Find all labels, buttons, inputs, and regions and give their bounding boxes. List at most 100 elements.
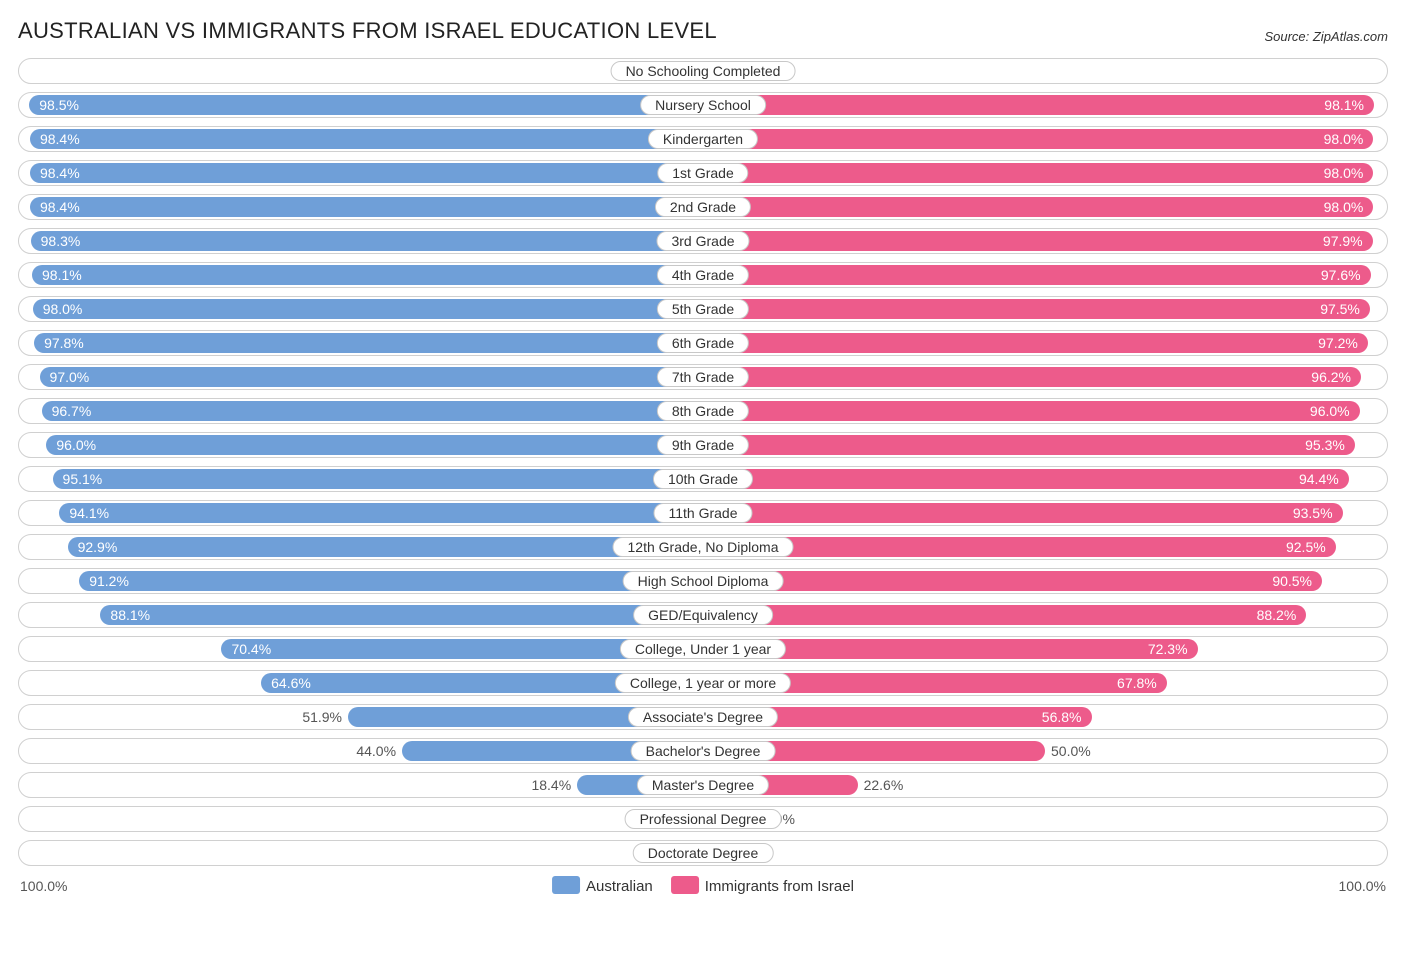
chart-row: 98.0%97.5%5th Grade (18, 296, 1388, 322)
value-right: 90.5% (703, 569, 1322, 593)
chart-row: 5.9%7.9%Professional Degree (18, 806, 1388, 832)
chart-source: Source: ZipAtlas.com (1264, 29, 1388, 44)
value-left: 97.0% (40, 365, 703, 389)
chart-row: 18.4% 22.6% Master's Degree (18, 772, 1388, 798)
value-left: 98.1% (32, 263, 703, 287)
chart-row: 97.8%97.2%6th Grade (18, 330, 1388, 356)
category-label: 2nd Grade (655, 197, 751, 217)
chart-row: 44.0% 50.0% Bachelor's Degree (18, 738, 1388, 764)
chart-row: 98.3%97.9%3rd Grade (18, 228, 1388, 254)
category-label: 8th Grade (657, 401, 749, 421)
value-right: 96.0% (703, 399, 1360, 423)
source-name: ZipAtlas.com (1313, 29, 1388, 44)
chart-row: 88.1%88.2%GED/Equivalency (18, 602, 1388, 628)
category-label: 6th Grade (657, 333, 749, 353)
category-label: Associate's Degree (628, 707, 778, 727)
source-prefix: Source: (1264, 29, 1312, 44)
value-left: 98.3% (31, 229, 703, 253)
chart-row: 51.9%56.8%Associate's Degree (18, 704, 1388, 730)
value-left: 44.0% (356, 739, 402, 763)
value-left: 91.2% (79, 569, 703, 593)
legend: Australian Immigrants from Israel (552, 876, 854, 895)
category-label: 5th Grade (657, 299, 749, 319)
chart-row: 97.0%96.2%7th Grade (18, 364, 1388, 390)
value-right: 97.9% (703, 229, 1373, 253)
category-label: College, Under 1 year (620, 639, 786, 659)
chart-row: 91.2%90.5%High School Diploma (18, 568, 1388, 594)
chart-row: 92.9%92.5%12th Grade, No Diploma (18, 534, 1388, 560)
value-left: 94.1% (59, 501, 703, 525)
value-left: 98.4% (30, 161, 703, 185)
value-right: 97.5% (703, 297, 1370, 321)
legend-item-australian: Australian (552, 876, 653, 895)
category-label: GED/Equivalency (633, 605, 773, 625)
value-right: 96.2% (703, 365, 1361, 389)
value-right: 92.5% (703, 535, 1336, 559)
category-label: 1st Grade (657, 163, 748, 183)
value-left: 18.4% (531, 773, 577, 797)
category-label: 9th Grade (657, 435, 749, 455)
diverging-bar-chart: 1.6%2.0%No Schooling Completed98.5%98.1%… (18, 58, 1388, 866)
category-label: No Schooling Completed (611, 61, 796, 81)
value-left: 92.9% (68, 535, 703, 559)
category-label: College, 1 year or more (615, 673, 791, 693)
category-label: Professional Degree (625, 809, 782, 829)
axis-max-right: 100.0% (1339, 878, 1386, 894)
value-right: 97.2% (703, 331, 1368, 355)
chart-row: 95.1%94.4%10th Grade (18, 466, 1388, 492)
chart-header: AUSTRALIAN VS IMMIGRANTS FROM ISRAEL EDU… (18, 18, 1388, 44)
category-label: Nursery School (640, 95, 766, 115)
value-right: 98.1% (703, 93, 1374, 117)
value-left: 98.5% (29, 93, 703, 117)
chart-row: 1.6%2.0%No Schooling Completed (18, 58, 1388, 84)
category-label: Bachelor's Degree (631, 741, 776, 761)
value-right: 22.6% (858, 773, 904, 797)
value-right: 94.4% (703, 467, 1349, 491)
value-right: 98.0% (703, 127, 1373, 151)
value-right: 50.0% (1045, 739, 1091, 763)
chart-row: 98.5%98.1%Nursery School (18, 92, 1388, 118)
category-label: 4th Grade (657, 265, 749, 285)
category-label: Doctorate Degree (633, 843, 774, 863)
value-left: 96.7% (42, 399, 703, 423)
category-label: High School Diploma (623, 571, 784, 591)
value-right: 88.2% (703, 603, 1306, 627)
value-right: 98.0% (703, 195, 1373, 219)
legend-item-immigrants: Immigrants from Israel (671, 876, 854, 895)
chart-row: 2.4%3.0%Doctorate Degree (18, 840, 1388, 866)
value-left: 95.1% (53, 467, 703, 491)
chart-title: AUSTRALIAN VS IMMIGRANTS FROM ISRAEL EDU… (18, 18, 717, 44)
legend-label-australian: Australian (586, 878, 653, 895)
category-label: 10th Grade (653, 469, 753, 489)
chart-row: 94.1%93.5%11th Grade (18, 500, 1388, 526)
chart-row: 96.0%95.3%9th Grade (18, 432, 1388, 458)
chart-row: 64.6%67.8%College, 1 year or more (18, 670, 1388, 696)
chart-row: 98.4%98.0%Kindergarten (18, 126, 1388, 152)
category-label: 3rd Grade (656, 231, 749, 251)
value-left: 98.0% (33, 297, 703, 321)
chart-row: 98.1%97.6%4th Grade (18, 262, 1388, 288)
value-left: 96.0% (46, 433, 703, 457)
category-label: Kindergarten (648, 129, 758, 149)
value-left: 51.9% (302, 705, 348, 729)
value-right: 98.0% (703, 161, 1373, 185)
chart-row: 96.7%96.0%8th Grade (18, 398, 1388, 424)
chart-row: 98.4%98.0%1st Grade (18, 160, 1388, 186)
legend-swatch-immigrants (671, 876, 699, 894)
chart-row: 98.4%98.0%2nd Grade (18, 194, 1388, 220)
axis-max-left: 100.0% (20, 878, 67, 894)
value-right: 97.6% (703, 263, 1371, 287)
value-right: 93.5% (703, 501, 1343, 525)
category-label: 7th Grade (657, 367, 749, 387)
category-label: Master's Degree (637, 775, 769, 795)
value-left: 98.4% (30, 195, 703, 219)
chart-footer: 100.0% 100.0% Australian Immigrants from… (18, 874, 1388, 902)
legend-label-immigrants: Immigrants from Israel (705, 878, 854, 895)
value-left: 98.4% (30, 127, 703, 151)
value-left: 88.1% (100, 603, 703, 627)
legend-swatch-australian (552, 876, 580, 894)
chart-row: 70.4%72.3%College, Under 1 year (18, 636, 1388, 662)
category-label: 11th Grade (653, 503, 752, 523)
value-right: 95.3% (703, 433, 1355, 457)
value-left: 97.8% (34, 331, 703, 355)
